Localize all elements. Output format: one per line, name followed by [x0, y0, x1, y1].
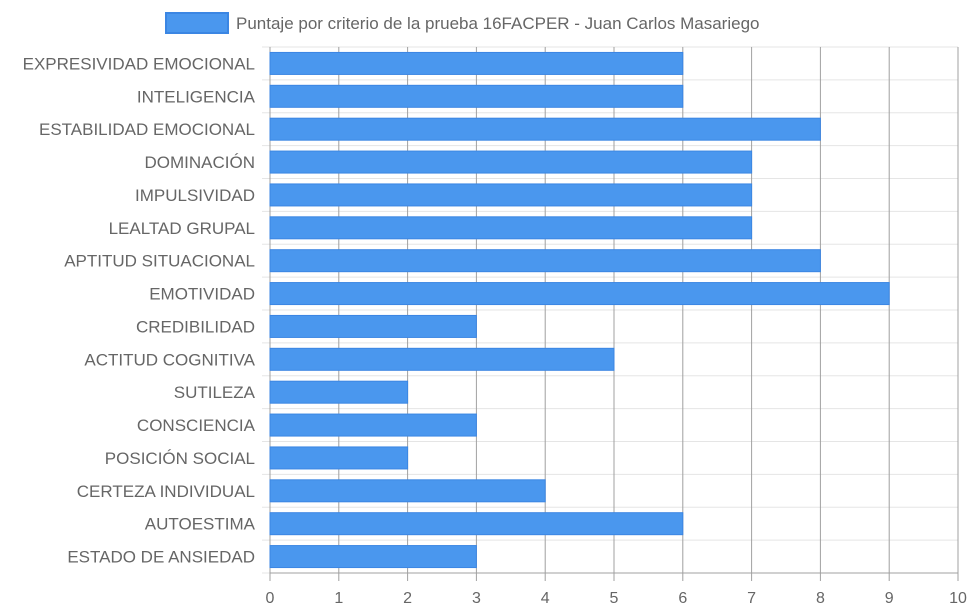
x-tick-label: 6: [678, 590, 687, 607]
x-tick-label: 5: [610, 590, 619, 607]
bar[interactable]: [269, 314, 477, 338]
bar[interactable]: [269, 150, 753, 174]
category-label: CONSCIENCIA: [137, 416, 256, 435]
x-tick-label: 0: [266, 590, 275, 607]
category-label: DOMINACIÓN: [145, 153, 256, 172]
legend-label[interactable]: Puntaje por criterio de la prueba 16FACP…: [236, 14, 760, 33]
category-label: INTELIGENCIA: [137, 87, 256, 106]
category-label: EMOTIVIDAD: [149, 285, 255, 304]
category-label: IMPULSIVIDAD: [135, 186, 255, 205]
bar[interactable]: [269, 117, 821, 141]
bar[interactable]: [269, 413, 477, 437]
x-tick-label: 9: [885, 590, 894, 607]
category-label: EXPRESIVIDAD EMOCIONAL: [23, 54, 255, 73]
category-label: ACTITUD COGNITIVA: [84, 350, 255, 369]
x-tick-label: 3: [472, 590, 481, 607]
bar[interactable]: [269, 84, 684, 108]
category-label: LEALTAD GRUPAL: [109, 219, 255, 238]
bar[interactable]: [269, 347, 615, 371]
bar[interactable]: [269, 216, 753, 240]
bar[interactable]: [269, 512, 684, 536]
category-label: ESTADO DE ANSIEDAD: [67, 548, 255, 567]
category-labels: EXPRESIVIDAD EMOCIONAL INTELIGENCIA ESTABI…: [23, 54, 256, 566]
bar[interactable]: [269, 446, 409, 470]
category-label: CERTEZA INDIVIDUAL: [77, 482, 255, 501]
x-tick-label: 1: [334, 590, 343, 607]
x-tick-label: 4: [541, 590, 550, 607]
bar[interactable]: [269, 380, 409, 404]
bars: [269, 51, 890, 569]
x-tick-label: 10: [949, 590, 967, 607]
category-label: ESTABILIDAD EMOCIONAL: [39, 120, 255, 139]
x-tick-label: 8: [816, 590, 825, 607]
bar[interactable]: [269, 282, 890, 306]
category-label: APTITUD SITUACIONAL: [64, 252, 255, 271]
bar[interactable]: [269, 51, 684, 75]
category-label: CREDIBILIDAD: [136, 317, 255, 336]
category-label: SUTILEZA: [174, 383, 256, 402]
bar[interactable]: [269, 545, 477, 569]
bar[interactable]: [269, 183, 753, 207]
x-axis-tick-labels: 0 1 2 3 4 5 6 7 8 9 10: [266, 590, 967, 607]
x-tick-label: 2: [403, 590, 412, 607]
bar[interactable]: [269, 249, 821, 273]
category-label: POSICIÓN SOCIAL: [105, 449, 255, 468]
legend-swatch[interactable]: [165, 12, 229, 34]
bar[interactable]: [269, 479, 546, 503]
legend[interactable]: Puntaje por criterio de la prueba 16FACP…: [165, 12, 760, 34]
x-tick-label: 7: [747, 590, 756, 607]
category-label: AUTOESTIMA: [145, 515, 256, 534]
